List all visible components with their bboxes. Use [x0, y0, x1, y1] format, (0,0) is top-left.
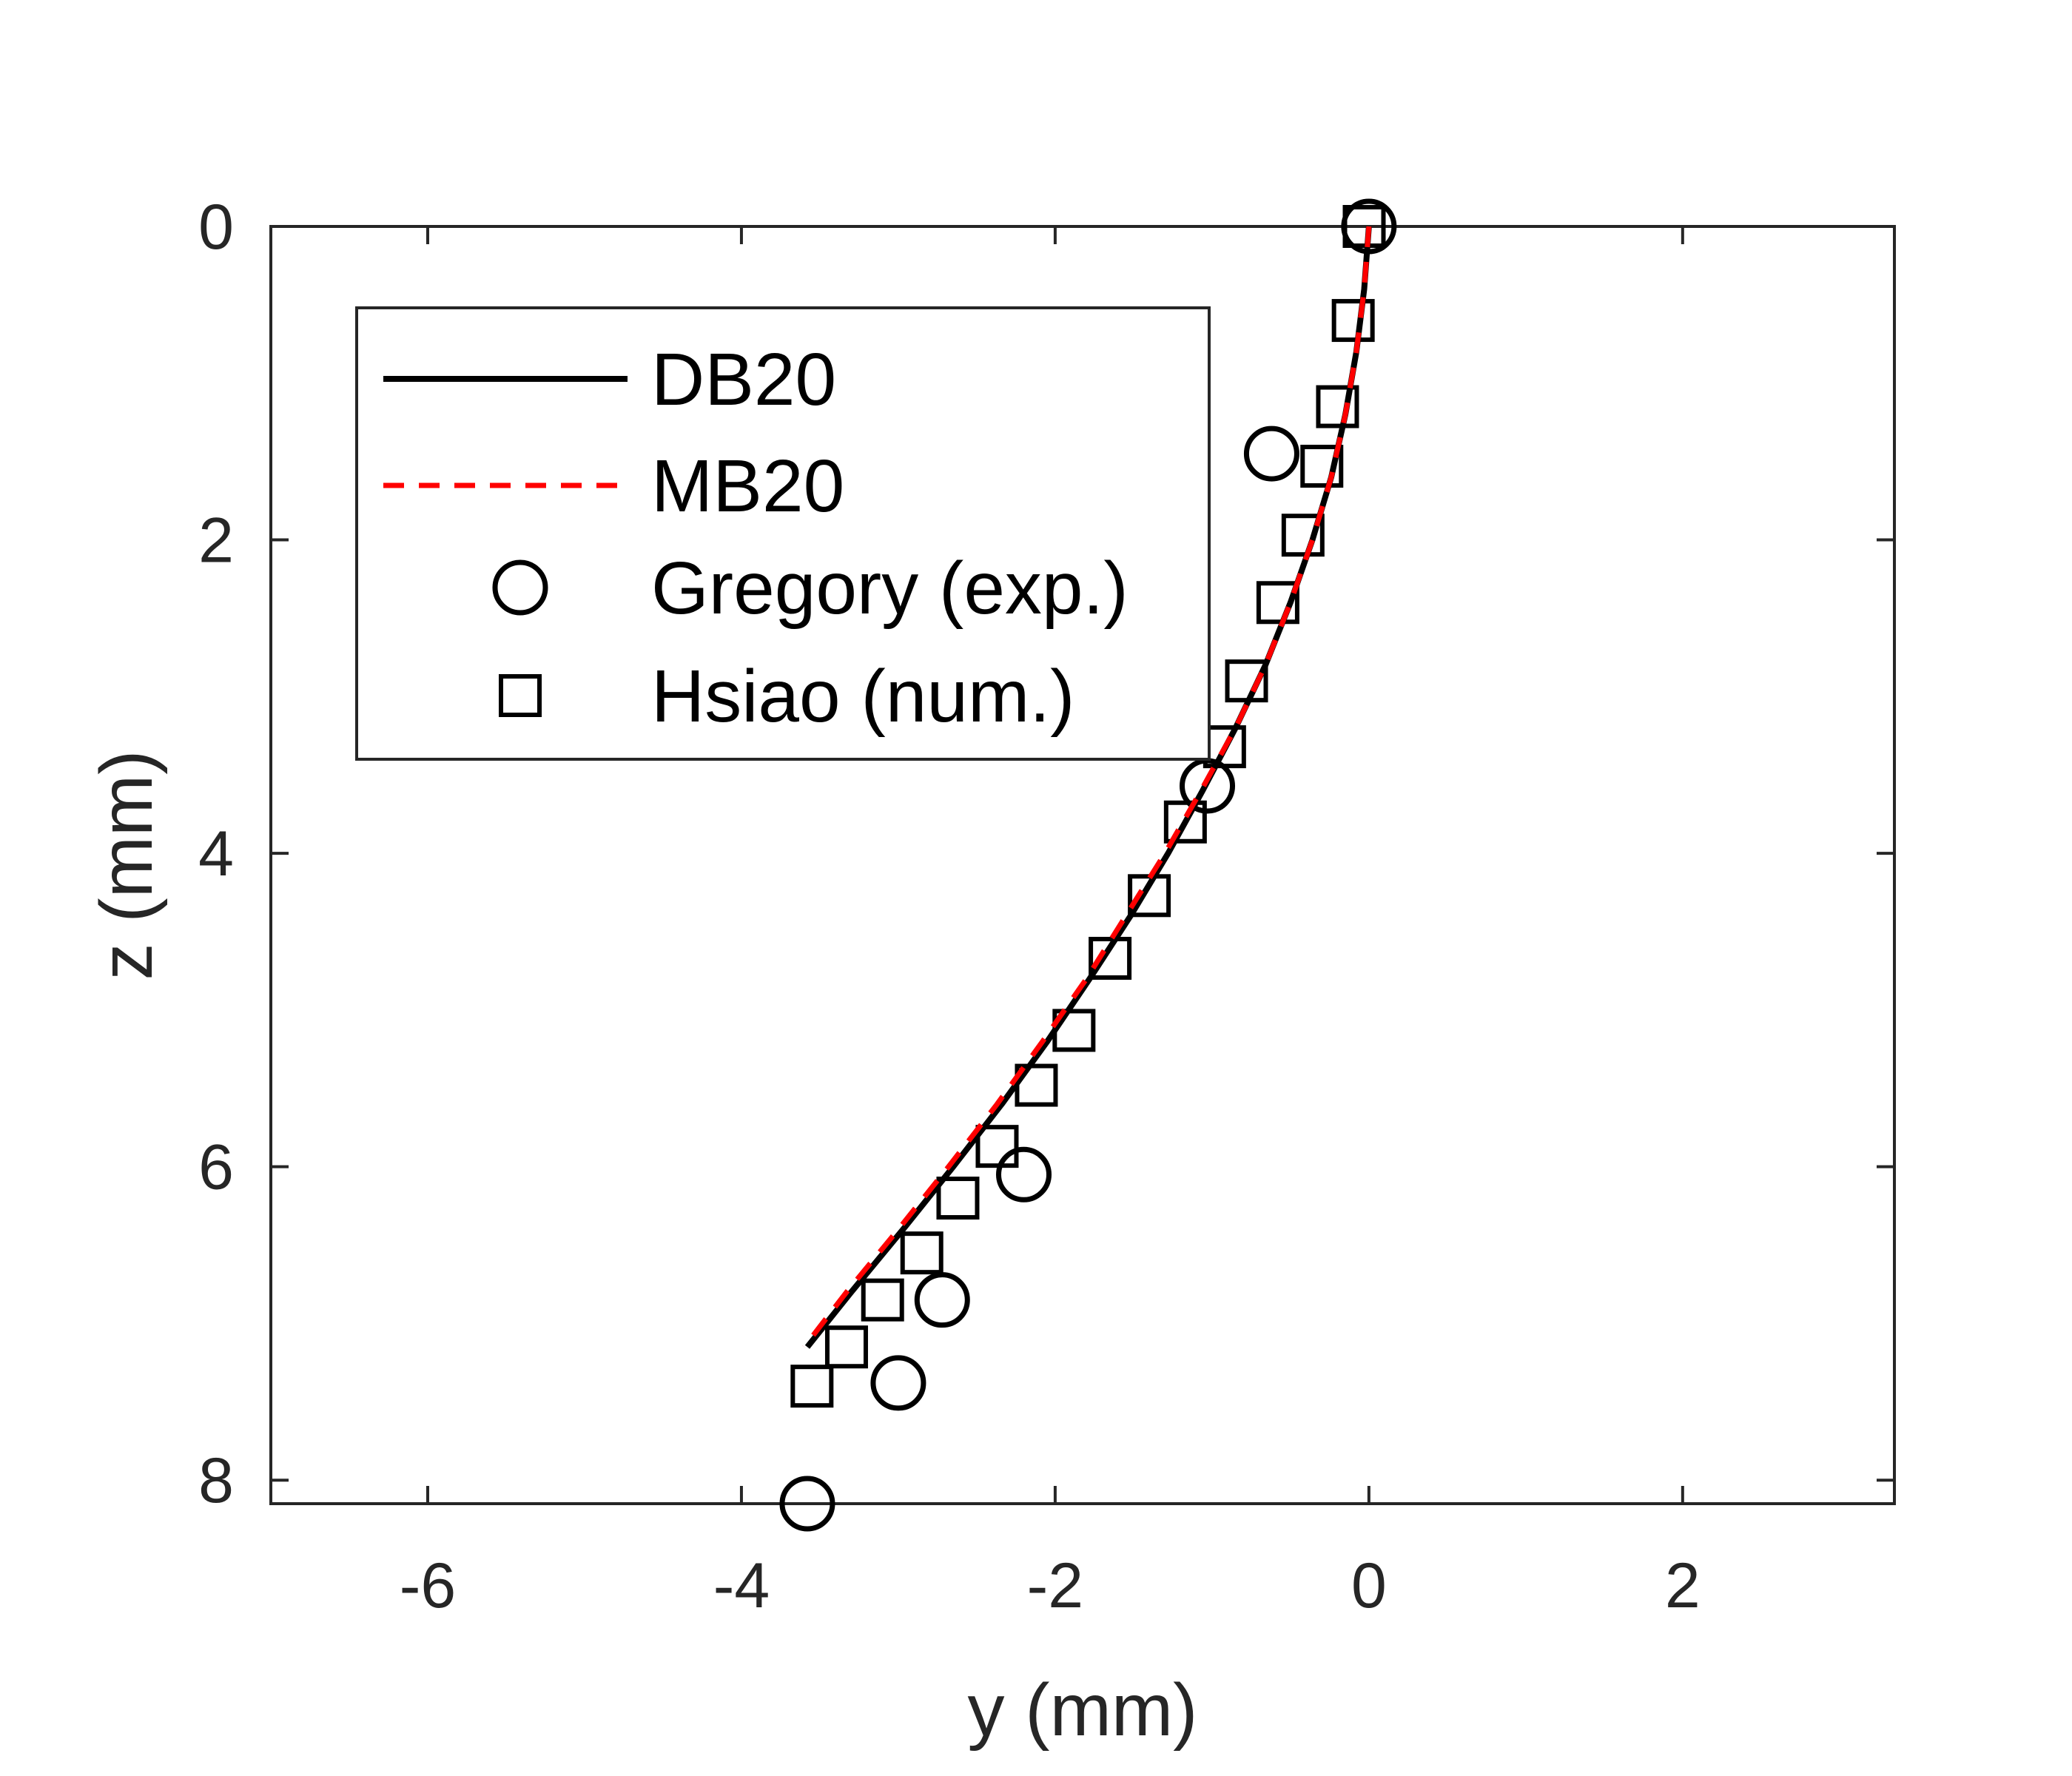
- data-point-square: [1089, 937, 1132, 980]
- data-point-circle: [1243, 426, 1299, 482]
- legend-item: DB20: [383, 338, 836, 421]
- y-tick-label: 2: [198, 505, 234, 576]
- series-mb20: [801, 226, 1372, 1349]
- data-point-square: [824, 1325, 868, 1369]
- legend-item: MB20: [383, 445, 844, 528]
- data-point-square: [1300, 445, 1344, 488]
- y-tick-label: 0: [198, 192, 234, 263]
- legend-item: Hsiao (num.): [499, 655, 1074, 738]
- legend-swatch-circle: [492, 559, 548, 616]
- legend-item: Gregory (exp.): [492, 547, 1128, 630]
- y-tick-label: 4: [198, 818, 234, 889]
- data-point-square: [936, 1177, 980, 1220]
- series-gregory-exp: [779, 198, 1397, 1532]
- tick-labels-layer: -6 -4 -2 0 2 0 2 4 6 8: [198, 192, 1701, 1621]
- y-axis-label: z (mm): [85, 750, 168, 980]
- x-tick-label: -6: [400, 1550, 456, 1621]
- legend: DB20 MB20 Gregory (exp.) Hsiao (num.): [355, 306, 1211, 761]
- legend-label: MB20: [651, 445, 844, 528]
- data-point-circle: [996, 1146, 1052, 1202]
- data-point-circle: [1180, 758, 1236, 814]
- data-point-square: [1256, 581, 1299, 625]
- series-line-dashed: [801, 226, 1372, 1349]
- series-layer: [779, 198, 1397, 1532]
- data-point-square: [1316, 385, 1359, 428]
- data-point-square: [975, 1125, 1019, 1168]
- data-point-square: [900, 1231, 944, 1275]
- legend-swatch-square: [499, 674, 542, 717]
- legend-label: Hsiao (num.): [651, 655, 1074, 738]
- x-tick-label: -4: [713, 1550, 770, 1621]
- data-point-square: [790, 1365, 834, 1408]
- y-tick-label: 8: [198, 1445, 234, 1516]
- ticks-layer: [271, 225, 1894, 1504]
- y-tick-label: 6: [198, 1132, 234, 1203]
- data-point-square: [861, 1278, 904, 1322]
- x-tick-label: -2: [1027, 1550, 1083, 1621]
- x-tick-label: 0: [1351, 1550, 1387, 1621]
- data-point-circle: [870, 1355, 926, 1411]
- data-point-circle: [914, 1272, 970, 1328]
- x-axis-label: y (mm): [968, 1669, 1198, 1752]
- x-tick-label: 2: [1665, 1550, 1701, 1621]
- legend-items: DB20 MB20 Gregory (exp.) Hsiao (num.): [383, 338, 1128, 738]
- data-point-square: [1281, 514, 1325, 557]
- legend-label: DB20: [651, 338, 836, 421]
- legend-label: Gregory (exp.): [651, 547, 1128, 630]
- data-point-circle: [779, 1476, 835, 1532]
- data-point-square: [1331, 299, 1375, 343]
